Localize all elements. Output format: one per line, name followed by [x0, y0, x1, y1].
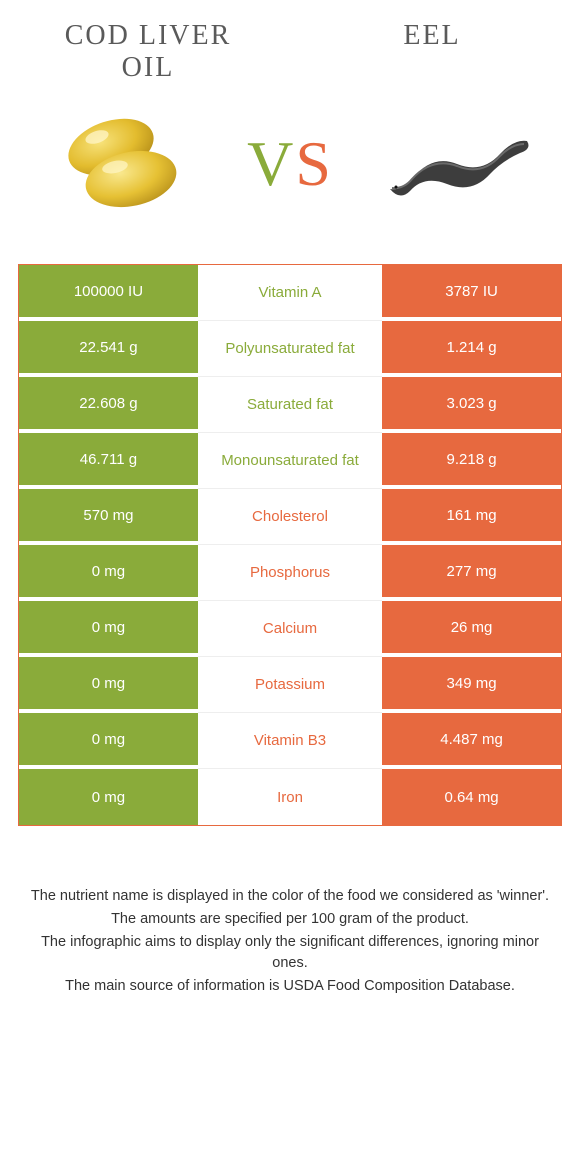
table-row: 0 mgIron0.64 mg — [19, 769, 561, 825]
right-value-cell: 1.214 g — [382, 321, 561, 377]
left-value-cell: 0 mg — [19, 601, 198, 657]
table-row: 570 mgCholesterol161 mg — [19, 489, 561, 545]
footnotes: The nutrient name is displayed in the co… — [18, 886, 562, 997]
right-value-cell: 9.218 g — [382, 433, 561, 489]
right-value-cell: 0.64 mg — [382, 769, 561, 825]
nutrient-label-cell: Potassium — [198, 657, 382, 713]
left-value-cell: 0 mg — [19, 769, 198, 825]
header: Cod liver oil Eel — [18, 20, 562, 84]
left-value-cell: 100000 IU — [19, 265, 198, 321]
table-row: 22.541 gPolyunsaturated fat1.214 g — [19, 321, 561, 377]
nutrient-label-cell: Monounsaturated fat — [198, 433, 382, 489]
footnote-line: The main source of information is USDA F… — [28, 976, 552, 997]
nutrient-label-cell: Vitamin B3 — [198, 713, 382, 769]
food-left-image — [48, 104, 198, 224]
nutrient-label-cell: Vitamin A — [198, 265, 382, 321]
food-right-title: Eel — [332, 20, 532, 52]
nutrient-label-cell: Iron — [198, 769, 382, 825]
right-value-cell: 3787 IU — [382, 265, 561, 321]
right-value-cell: 26 mg — [382, 601, 561, 657]
food-left-title: Cod liver oil — [48, 20, 248, 84]
nutrient-comparison-table: 100000 IUVitamin A3787 IU22.541 gPolyuns… — [18, 264, 562, 826]
table-row: 22.608 gSaturated fat3.023 g — [19, 377, 561, 433]
nutrient-label-cell: Calcium — [198, 601, 382, 657]
right-value-cell: 349 mg — [382, 657, 561, 713]
right-value-cell: 3.023 g — [382, 377, 561, 433]
vs-label: VS — [247, 127, 333, 201]
table-row: 0 mgPhosphorus277 mg — [19, 545, 561, 601]
eel-icon — [382, 119, 532, 209]
left-value-cell: 0 mg — [19, 545, 198, 601]
nutrient-label-cell: Polyunsaturated fat — [198, 321, 382, 377]
nutrient-label-cell: Cholesterol — [198, 489, 382, 545]
table-row: 100000 IUVitamin A3787 IU — [19, 265, 561, 321]
left-value-cell: 22.541 g — [19, 321, 198, 377]
table-row: 0 mgPotassium349 mg — [19, 657, 561, 713]
food-right-image — [382, 104, 532, 224]
left-value-cell: 570 mg — [19, 489, 198, 545]
left-value-cell: 22.608 g — [19, 377, 198, 433]
footnote-line: The nutrient name is displayed in the co… — [28, 886, 552, 907]
table-row: 46.711 gMonounsaturated fat9.218 g — [19, 433, 561, 489]
vs-s-letter: S — [295, 128, 333, 199]
right-value-cell: 161 mg — [382, 489, 561, 545]
right-value-cell: 4.487 mg — [382, 713, 561, 769]
left-value-cell: 0 mg — [19, 657, 198, 713]
nutrient-label-cell: Phosphorus — [198, 545, 382, 601]
right-value-cell: 277 mg — [382, 545, 561, 601]
footnote-line: The amounts are specified per 100 gram o… — [28, 909, 552, 930]
table-row: 0 mgVitamin B34.487 mg — [19, 713, 561, 769]
nutrient-label-cell: Saturated fat — [198, 377, 382, 433]
left-value-cell: 0 mg — [19, 713, 198, 769]
left-value-cell: 46.711 g — [19, 433, 198, 489]
footnote-line: The infographic aims to display only the… — [28, 932, 552, 974]
capsules-icon — [53, 109, 193, 219]
vs-row: VS — [18, 84, 562, 264]
vs-v-letter: V — [247, 128, 295, 199]
table-row: 0 mgCalcium26 mg — [19, 601, 561, 657]
